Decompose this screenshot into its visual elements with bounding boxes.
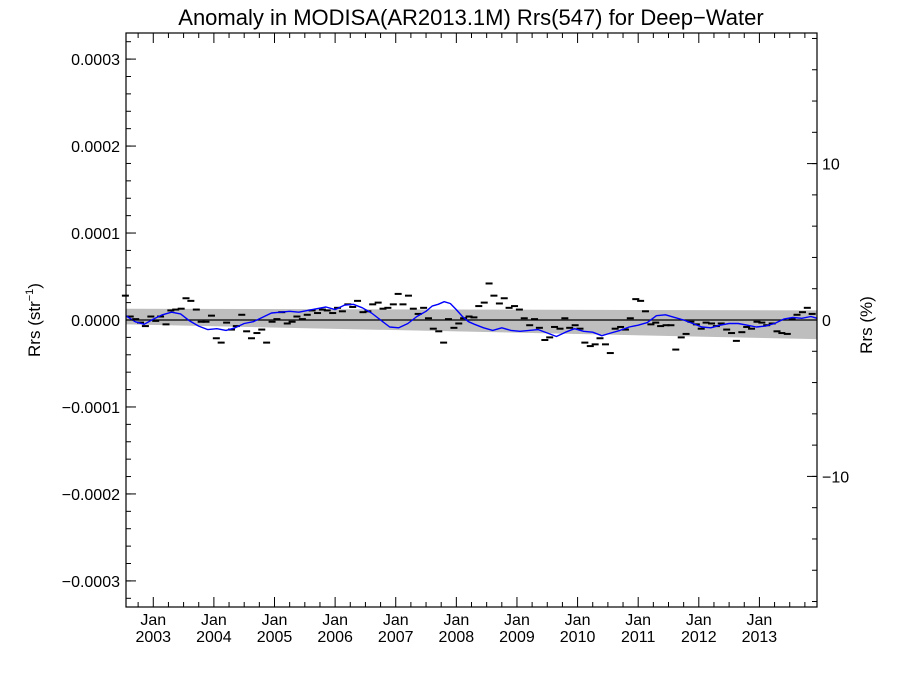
x-tick-month: Jan: [383, 612, 409, 629]
smoothed-series-layer: [125, 301, 818, 338]
y-axis-label: Rrs (str−1): [24, 283, 44, 357]
y2-tick-label: −10: [822, 469, 849, 486]
x-tick-month: Jan: [504, 612, 530, 629]
x-tick-year: 2009: [499, 629, 535, 646]
x-tick-year: 2011: [621, 629, 656, 646]
y-tick-label: 0.0003: [71, 52, 120, 69]
x-tick-month: Jan: [625, 612, 651, 629]
x-tick-month: Jan: [747, 612, 773, 629]
y-tick-label: −0.0003: [62, 574, 120, 591]
smoothed-series-line: [125, 301, 818, 338]
y-axis-label-superscript: −1: [24, 289, 36, 302]
x-tick-year: 2013: [742, 629, 778, 646]
y2-tick-label: 0: [822, 313, 831, 330]
x-tick-year: 2004: [196, 629, 232, 646]
labels-layer: Anomaly in MODISA(AR2013.1M) Rrs(547) fo…: [24, 5, 876, 646]
axes-layer: [125, 32, 818, 608]
y2-axis-label: Rrs (%): [857, 296, 876, 354]
y2-tick-label: 10: [822, 157, 840, 174]
x-tick-year: 2003: [135, 629, 171, 646]
x-tick-month: Jan: [201, 612, 227, 629]
x-tick-month: Jan: [322, 612, 348, 629]
x-tick-month: Jan: [140, 612, 166, 629]
y-tick-label: 0.0001: [71, 226, 120, 243]
y-tick-label: −0.0002: [62, 487, 120, 504]
y-tick-label: 0.0000: [71, 313, 120, 330]
x-tick-year: 2005: [257, 629, 293, 646]
x-tick-month: Jan: [443, 612, 469, 629]
chart-title: Anomaly in MODISA(AR2013.1M) Rrs(547) fo…: [178, 5, 763, 30]
x-tick-month: Jan: [686, 612, 712, 629]
x-tick-year: 2008: [439, 629, 475, 646]
x-tick-year: 2010: [560, 629, 596, 646]
x-tick-month: Jan: [262, 612, 288, 629]
x-tick-year: 2006: [317, 629, 353, 646]
x-tick-month: Jan: [565, 612, 591, 629]
y-tick-label: 0.0002: [71, 139, 120, 156]
y-tick-label: −0.0001: [62, 400, 120, 417]
x-tick-year: 2007: [378, 629, 414, 646]
x-tick-year: 2012: [681, 629, 717, 646]
